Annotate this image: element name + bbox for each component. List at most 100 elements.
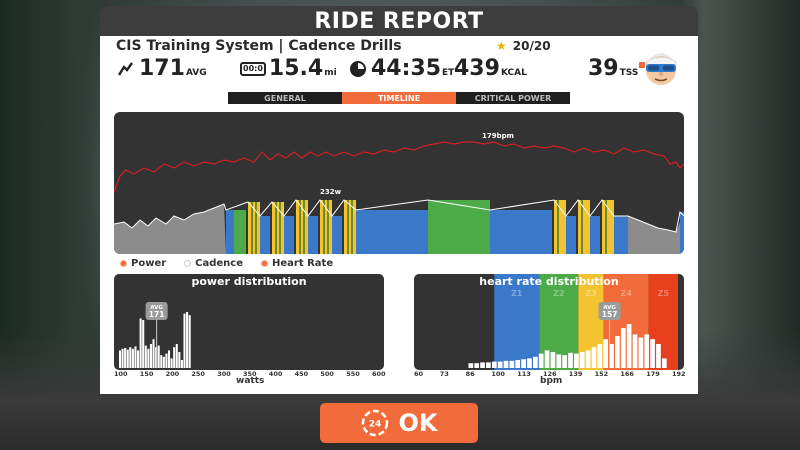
tab-timeline[interactable]: TIMELINE (342, 92, 456, 104)
tab-critical-power[interactable]: CRITICAL POWER (456, 92, 570, 104)
power-recovery-7 (590, 216, 600, 254)
power-dist-bar-5 (131, 348, 134, 368)
power-dist-bar-7 (137, 350, 140, 368)
power-dist-tick-600: 600 (372, 370, 386, 378)
power-dist-bar-21 (173, 347, 176, 368)
hr-dist-bar-11 (532, 356, 538, 368)
power-zone-z3-block (234, 210, 246, 254)
hr-dist-zone-label-2: Z2 (553, 289, 564, 298)
ride-report-panel: CIS Training System | Cadence Drills ★ 2… (100, 36, 698, 394)
power-dist-bar-17 (162, 356, 165, 368)
power-dist-bar-24 (180, 360, 183, 368)
power-dist-bar-16 (160, 355, 163, 368)
stat-power: 171 AVG (116, 56, 207, 81)
power-dist-bar-13 (152, 339, 155, 368)
star-icon: ★ (496, 39, 507, 53)
hr-dist-tick-192: 192 (672, 370, 686, 378)
power-dist-tick-150: 150 (139, 370, 154, 378)
hr-dist-bar-15 (556, 354, 562, 368)
stat-time: 44:35 ET (348, 56, 454, 81)
power-unit: AVG (185, 68, 207, 78)
power-dist-tick-550: 550 (346, 370, 360, 378)
legend-power[interactable]: Power (120, 258, 166, 269)
power-recovery-1 (260, 216, 270, 254)
hr-dist-tick-100: 100 (491, 370, 505, 378)
power-dist-bar-27 (188, 315, 191, 368)
hr-dist-bar-9 (521, 359, 526, 368)
hr-dist-bar-5 (497, 361, 503, 368)
hr-dist-bar-23 (603, 339, 609, 368)
power-x-ticks: 100 150 200 250 300 350 400 450 500 550 600 (114, 370, 386, 380)
level-badge-text: 24 (368, 420, 381, 430)
hr-dist-avg-label: AVG (603, 305, 616, 311)
power-dist-bar-6 (134, 346, 137, 368)
power-dist-tick-350: 350 (243, 370, 257, 378)
stars-count: 20/20 (512, 39, 551, 53)
power-recovery-2 (284, 216, 294, 254)
hr-dist-bar-14 (550, 352, 556, 368)
power-dist-bar-20 (170, 358, 173, 368)
hr-dist-bar-22 (597, 344, 603, 368)
power-interval-2-stripe2 (279, 202, 281, 254)
legend-heart-rate-label: Heart Rate (272, 258, 334, 269)
power-dist-bar-26 (186, 312, 189, 368)
hr-dist-bar-24 (609, 344, 614, 368)
legend-heart-rate[interactable]: Heart Rate (261, 258, 333, 269)
hr-peak-label: 179bpm (482, 132, 514, 140)
hr-dist-zone-label-1: Z1 (511, 289, 523, 298)
power-interval-6-stripe (557, 200, 559, 254)
distance-icon: 00:0 (240, 61, 266, 76)
ok-button[interactable]: 24 OK (320, 403, 478, 443)
power-dist-bar-19 (167, 350, 171, 368)
power-dist-bar-23 (178, 352, 181, 368)
hr-dist-zone-label-3: Z3 (585, 289, 596, 298)
calories-unit: KCAL (500, 68, 527, 78)
hr-dist-tick-86: 86 (465, 370, 475, 378)
power-distribution-chart: power distribution AVG 171 (114, 274, 384, 370)
hr-dist-tick-166: 166 (620, 370, 634, 378)
hr-dist-bar-25 (615, 336, 620, 368)
heart-rate-distribution-title: heart rate distribution (479, 275, 619, 288)
power-interval-1-stripe2 (255, 202, 257, 254)
report-tabs: GENERAL TIMELINE CRITICAL POWER (228, 92, 570, 104)
heart-rate-distribution-chart: Z1 Z2 Z3 Z4 Z5 AVG 157 heart rate distribution (414, 274, 684, 370)
page-title: RIDE REPORT (314, 8, 484, 34)
power-steady-z2 (356, 210, 428, 254)
power-interval-2-stripe (275, 202, 277, 254)
hr-dist-bar-8 (515, 360, 521, 368)
power-interval-3-stripe2 (303, 200, 305, 254)
power-dist-tick-100: 100 (114, 370, 128, 378)
hr-dist-bar-29 (638, 337, 644, 368)
power-dist-tick-300: 300 (217, 370, 231, 378)
hr-dist-bar-19 (579, 352, 585, 368)
power-interval-2 (272, 202, 284, 254)
power-distribution-title: power distribution (191, 275, 307, 288)
power-dist-bar-8 (139, 318, 142, 368)
hr-dist-bar-21 (591, 347, 597, 368)
hr-dist-bar-7 (509, 360, 515, 368)
legend-power-label: Power (131, 258, 167, 269)
stat-calories: 439 KCAL (454, 56, 527, 81)
power-dot-icon (120, 260, 127, 267)
hr-dist-tick-73: 73 (439, 370, 449, 378)
hr-dist-tick-139: 139 (568, 370, 583, 378)
chart-legend: Power Cadence Heart Rate (120, 258, 333, 269)
hr-dist-bar-28 (632, 334, 638, 368)
power-dist-bar-10 (144, 345, 147, 368)
tss-info-icon[interactable] (639, 62, 646, 68)
timeline-chart[interactable]: 179bpm 232w (114, 112, 684, 254)
hr-dist-tick-113: 113 (517, 370, 531, 378)
power-value: 171 (139, 56, 185, 81)
power-dist-tick-450: 450 (294, 370, 309, 378)
legend-cadence[interactable]: Cadence (184, 258, 243, 269)
power-interval-4-stripe2 (327, 200, 329, 254)
power-interval-1-stripe (251, 202, 253, 254)
time-value: 44:35 (371, 56, 442, 81)
heart-rate-x-ticks: 60 73 86 100 113 126 139 152 166 179 192 (414, 370, 686, 380)
power-interval-5-stripe (347, 200, 349, 254)
tab-general[interactable]: GENERAL (228, 92, 342, 104)
power-recovery-3 (308, 216, 318, 254)
workout-stars: ★ 20/20 (496, 39, 551, 53)
